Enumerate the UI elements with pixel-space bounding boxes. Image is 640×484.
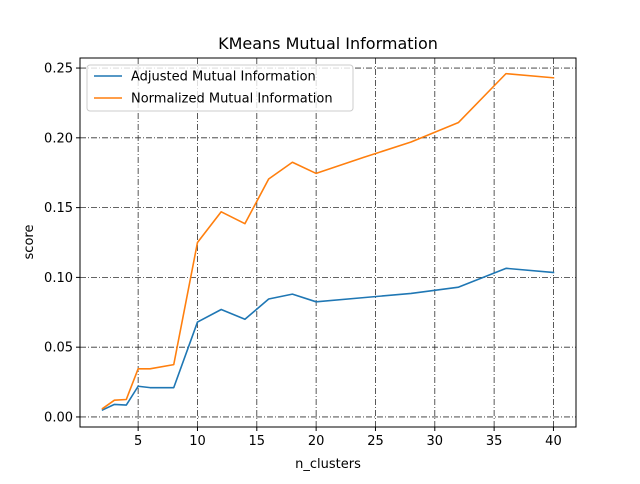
- legend: Adjusted Mutual Information Normalized Mu…: [86, 64, 354, 112]
- y-tick-label: 0.25: [44, 62, 73, 77]
- x-tick-label: 10: [189, 434, 206, 449]
- legend-entry-label: Adjusted Mutual Information: [131, 70, 316, 85]
- x-tick-label: 30: [427, 434, 444, 449]
- x-tick-label: 35: [486, 434, 503, 449]
- series-line-adjusted: [101, 267, 555, 412]
- y-axis-label: score: [22, 225, 37, 260]
- x-tick-label: 25: [367, 434, 384, 449]
- series-lines: [101, 72, 555, 412]
- plot-frame: [79, 57, 577, 428]
- y-tick-label: 0.00: [44, 410, 73, 425]
- series-line-normalized: [101, 72, 555, 410]
- x-tick-label: 40: [545, 434, 562, 449]
- legend-entry-label: Normalized Mutual Information: [131, 92, 333, 107]
- grid: [80, 58, 576, 427]
- y-tick-label: 0.05: [44, 341, 73, 356]
- y-tick-label: 0.10: [44, 271, 73, 286]
- x-tick-label: 5: [134, 434, 142, 449]
- y-axis: 0.00 0.05 0.10 0.15 0.20 0.25: [44, 62, 80, 425]
- y-tick-label: 0.15: [44, 201, 73, 216]
- x-tick-label: 15: [249, 434, 266, 449]
- x-axis-label: n_clusters: [295, 457, 361, 472]
- y-tick-label: 0.20: [44, 131, 73, 146]
- x-axis: 5 10 15 20 25 30 35 40: [134, 427, 562, 449]
- chart-title: KMeans Mutual Information: [218, 34, 438, 53]
- x-tick-label: 20: [308, 434, 325, 449]
- legend-box: [86, 64, 354, 112]
